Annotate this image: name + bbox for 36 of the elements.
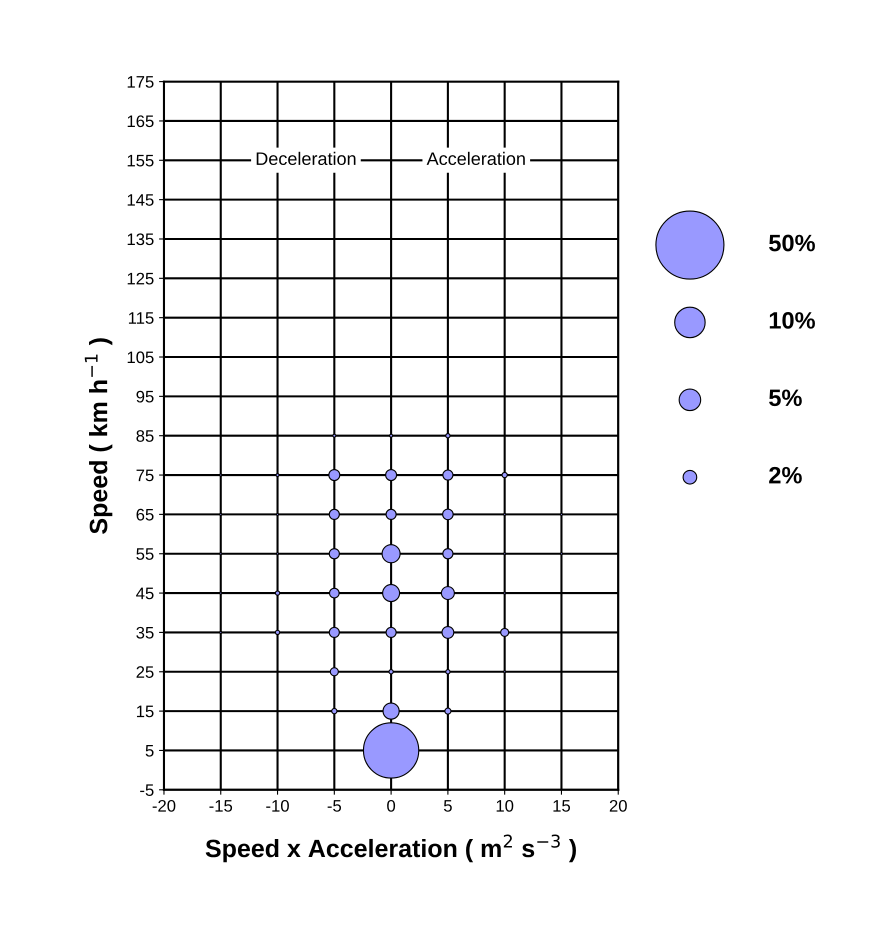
x-tick-label: 10 [496, 800, 514, 812]
x-tick-label: 5 [444, 800, 452, 812]
x-tick-label: -5 [328, 800, 342, 812]
y-tick-label: 175 [128, 76, 154, 88]
y-tick-label: 145 [128, 194, 154, 206]
x-tick-label: -15 [209, 800, 232, 812]
x-axis-title: Speed x Acceleration ( m$^{2}$ s$^{−3}$ ) [206, 834, 576, 862]
y-tick-label: 25 [136, 666, 154, 678]
y-tick-label: 95 [136, 390, 154, 403]
y-tick-label: 35 [136, 626, 154, 639]
legend-label: 2% [769, 466, 802, 484]
y-tick-label: 15 [136, 706, 154, 718]
y-tick-label: 125 [128, 272, 154, 285]
y-tick-label: 65 [136, 508, 154, 521]
y-tick-label: 155 [128, 154, 154, 166]
y-tick-label: 45 [136, 588, 154, 600]
legend-label: 10% [770, 312, 815, 329]
y-tick-label: 105 [128, 351, 154, 364]
y-tick-label: 55 [136, 548, 154, 560]
y-axis-title: Speed ( km h$^{−1}$ ) [84, 338, 112, 534]
y-tick-label: 135 [128, 233, 154, 246]
annotation: Acceleration [426, 152, 525, 166]
y-tick-label: 115 [128, 312, 154, 324]
y-tick-label: 5 [146, 745, 154, 757]
y-tick-label: 165 [128, 115, 154, 128]
y-tick-label: 75 [136, 470, 154, 482]
x-tick-label: -10 [266, 800, 289, 812]
y-tick-label: -5 [140, 784, 154, 796]
x-tick-label: 20 [610, 800, 627, 812]
legend-label: 5% [769, 390, 802, 406]
x-tick-label: -20 [152, 800, 176, 812]
y-tick-label: 85 [136, 430, 154, 442]
legend-label: 50% [769, 234, 815, 252]
x-tick-label: 15 [553, 800, 570, 812]
annotation: Deceleration [256, 152, 356, 166]
x-tick-label: 0 [387, 800, 396, 812]
